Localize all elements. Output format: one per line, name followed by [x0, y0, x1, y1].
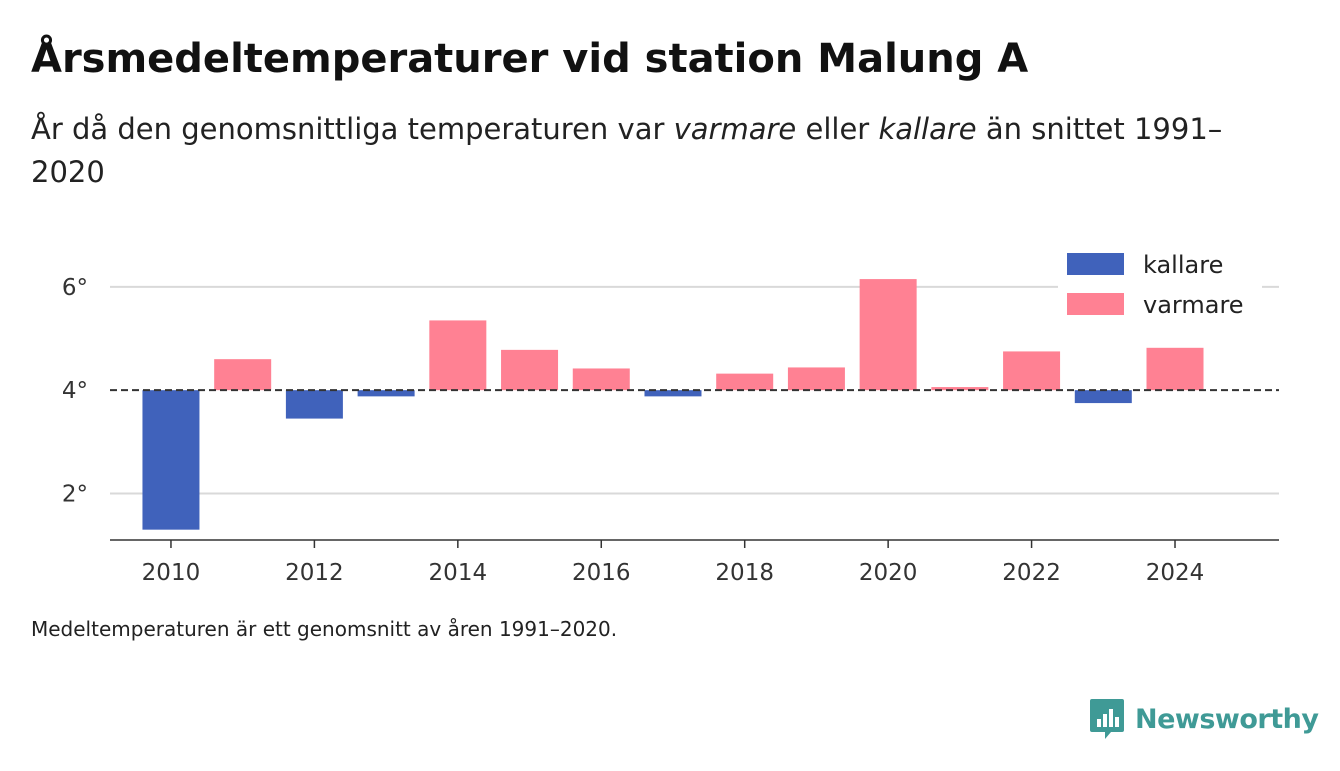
bar-2023 [1074, 390, 1132, 404]
bar-layer [142, 279, 1204, 530]
chart-title: Årsmedeltemperaturer vid station Malung … [31, 36, 1029, 82]
bar-2010 [142, 390, 200, 530]
x-tick-label: 2014 [429, 560, 488, 586]
bar-2017 [644, 390, 702, 397]
bar-2024 [1146, 347, 1204, 391]
y-tick-label: 2° [62, 482, 88, 508]
x-tick-label: 2020 [859, 560, 918, 586]
legend-label-varmare: varmare [1143, 291, 1244, 319]
bar-2014 [429, 320, 487, 391]
bar-2019 [787, 367, 845, 391]
subtitle-text-end: än snittet 1991–2020 [31, 112, 1223, 189]
bar-2011 [214, 359, 272, 391]
bar-2022 [1003, 351, 1061, 391]
x-tick-label: 2012 [285, 560, 344, 586]
legend-swatch-varmare [1067, 293, 1124, 315]
bar-2015 [501, 349, 559, 391]
legend: kallare varmare [1058, 244, 1262, 324]
bar-2013 [357, 390, 415, 397]
newsworthy-logo: Newsworthy [1089, 697, 1319, 741]
x-tick-label: 2022 [1002, 560, 1061, 586]
axis-layer: 2° 4° 6° 2010 2012 2014 2016 2018 2020 2022 2024 [62, 275, 1279, 586]
bar-2020 [859, 279, 917, 391]
x-tick-label: 2010 [142, 560, 201, 586]
x-tick-label: 2016 [572, 560, 631, 586]
newsworthy-chart-icon [1090, 699, 1124, 739]
x-tick-label: 2018 [715, 560, 774, 586]
bar-chart: 2° 4° 6° 2010 2012 2014 2016 2018 2020 2022 2024 k… [61, 244, 1279, 586]
legend-label-kallare: kallare [1143, 251, 1223, 279]
footnote: Medeltemperaturen är ett genomsnitt av å… [31, 617, 618, 641]
bar-2012 [285, 390, 343, 419]
subtitle-text-start: År då den genomsnittliga temperaturen va… [31, 112, 674, 146]
subtitle-text-middle: eller [796, 112, 879, 146]
subtitle-cold-word: kallare [878, 112, 977, 146]
brand-name: Newsworthy [1135, 703, 1319, 735]
subtitle-warm-word: varmare [673, 112, 797, 146]
y-tick-label: 6° [62, 275, 88, 301]
y-tick-label: 4° [62, 378, 88, 404]
legend-swatch-kallare [1067, 253, 1124, 275]
bar-2016 [572, 368, 630, 391]
bar-2018 [716, 373, 774, 391]
chart-subtitle: År då den genomsnittliga temperaturen va… [31, 108, 1251, 194]
bar-2021 [931, 387, 989, 391]
x-tick-label: 2024 [1146, 560, 1205, 586]
